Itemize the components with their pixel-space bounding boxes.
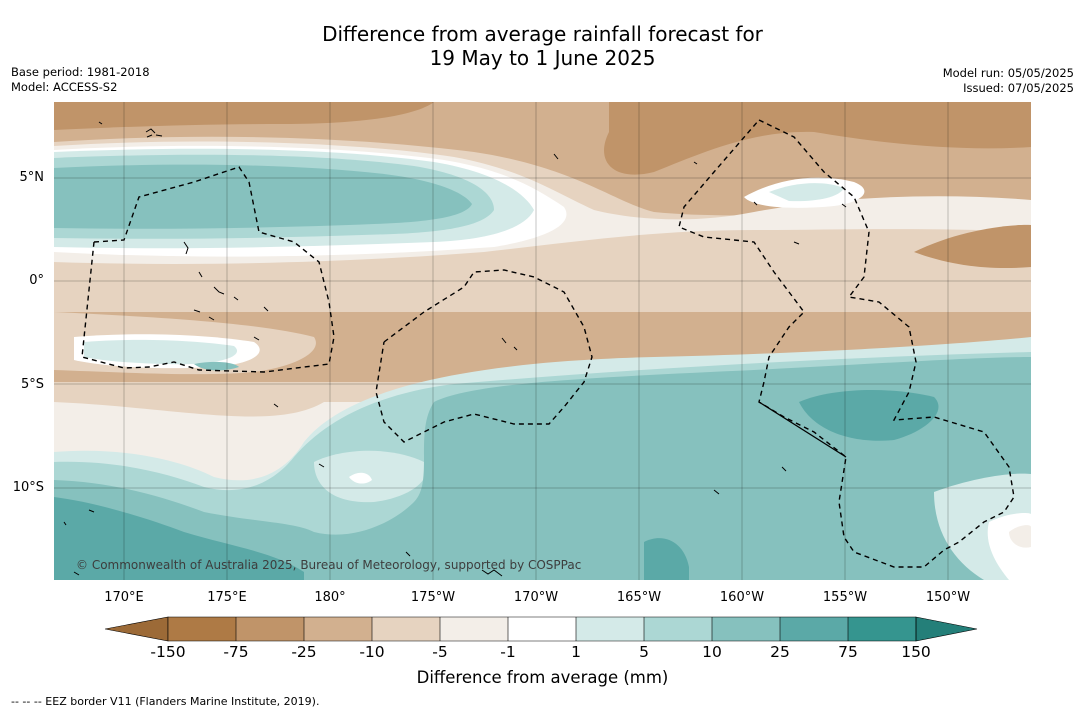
- x-label-175e: 175°E: [207, 590, 247, 605]
- islands: [63, 121, 847, 577]
- y-label-equator: 0°: [29, 273, 44, 288]
- x-label-160w: 160°W: [719, 590, 765, 605]
- x-label-170e: 170°E: [104, 590, 144, 605]
- copyright-notice: © Commonwealth of Australia 2025, Bureau…: [76, 558, 582, 572]
- band-south-teal-white: [349, 472, 372, 484]
- legend-bin-10: [780, 617, 848, 641]
- legend-tick-12: 150: [901, 643, 931, 661]
- legend-title: Difference from average (mm): [416, 668, 669, 687]
- issued-date: Issued: 07/05/2025: [963, 81, 1074, 95]
- legend-tick-11: 75: [838, 643, 858, 661]
- legend-bin-9: [712, 617, 780, 641]
- legend-tick-1: -150: [150, 643, 186, 661]
- band-south-teal-4b: [644, 538, 689, 580]
- model-name: Model: ACCESS-S2: [11, 80, 118, 94]
- legend-bin-6: [508, 617, 576, 641]
- legend-bin-3: [304, 617, 372, 641]
- rainfall-map: [54, 102, 1031, 580]
- legend-arrow-low: [105, 616, 169, 642]
- eez-footnote: -- -- -- EEZ border V11 (Flanders Marine…: [11, 695, 320, 708]
- legend-bin-8: [644, 617, 712, 641]
- band-south-east-cream: [1009, 525, 1031, 548]
- legend-bin-7: [576, 617, 644, 641]
- legend-colorbar: [105, 616, 978, 642]
- band-south-teal-3: [54, 357, 1031, 580]
- legend-tick-4: -10: [359, 643, 385, 661]
- legend-tick-3: -25: [291, 643, 317, 661]
- legend-tick-7: 1: [571, 643, 581, 661]
- legend-tick-9: 10: [702, 643, 722, 661]
- legend-tick-6: -1: [500, 643, 516, 661]
- map-canvas: [54, 102, 1031, 580]
- map-title: Difference from average rainfall forecas…: [0, 22, 1085, 70]
- legend-bin-1: [168, 617, 236, 641]
- y-label-10s: 10°S: [12, 480, 44, 495]
- model-run: Model run: 05/05/2025: [942, 66, 1074, 80]
- legend-tick-8: 5: [639, 643, 649, 661]
- legend-bin-5: [440, 617, 508, 641]
- band-north-teal-3: [54, 164, 472, 229]
- meta-left: Base period: 1981-2018 Model: ACCESS-S2: [11, 65, 150, 95]
- y-label-5n: 5°N: [19, 170, 45, 185]
- band-top-dark-right: [604, 102, 1031, 175]
- band-equator-teal: [84, 339, 238, 365]
- eez-borders: [81, 119, 1015, 568]
- legend-tick-5: -5: [432, 643, 448, 661]
- y-label-5s: 5°S: [20, 377, 44, 392]
- legend-bin-2: [236, 617, 304, 641]
- title-line-2: 19 May to 1 June 2025: [429, 46, 656, 70]
- legend-tick-2: -75: [223, 643, 249, 661]
- legend-dividers: [167, 616, 917, 642]
- x-label-175w: 175°W: [410, 590, 456, 605]
- legend-arrow-high: [915, 616, 978, 642]
- band-south-teal-light-patch: [314, 450, 427, 503]
- x-label-170w: 170°W: [513, 590, 559, 605]
- x-label-155w: 155°W: [822, 590, 868, 605]
- x-label-180: 180°: [314, 590, 346, 605]
- x-label-150w: 150°W: [925, 590, 971, 605]
- band-right-dark: [914, 224, 1031, 269]
- x-label-165w: 165°W: [616, 590, 662, 605]
- title-line-1: Difference from average rainfall forecas…: [322, 22, 763, 46]
- band-north-east-teal: [769, 183, 844, 202]
- base-period: Base period: 1981-2018: [11, 65, 150, 79]
- legend-tick-10: 25: [770, 643, 790, 661]
- band-equator-teal-dark: [194, 361, 239, 371]
- band-top-dark-left: [54, 102, 434, 130]
- graticule: [54, 102, 1031, 580]
- meta-right: Model run: 05/05/2025 Issued: 07/05/2025: [943, 66, 1074, 96]
- legend-bin-4: [372, 617, 440, 641]
- legend-bin-11: [848, 617, 916, 641]
- eez-solid-segment: [758, 401, 847, 458]
- band-south-teal-4: [54, 497, 304, 580]
